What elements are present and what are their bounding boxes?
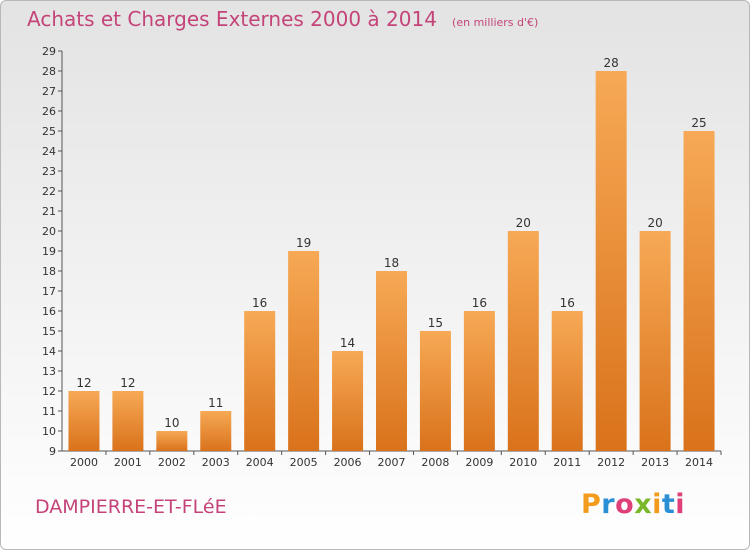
y-tick-label: 9 <box>49 445 56 458</box>
bar <box>551 311 583 451</box>
x-tick-label: 2013 <box>641 456 669 469</box>
x-tick-label: 2000 <box>70 456 98 469</box>
x-tick-label: 2012 <box>597 456 625 469</box>
data-label: 11 <box>208 396 223 410</box>
y-tick-label: 18 <box>42 265 56 278</box>
data-label: 20 <box>647 216 662 230</box>
bar <box>595 71 627 451</box>
data-label: 16 <box>252 296 267 310</box>
bar <box>156 431 188 451</box>
data-label: 19 <box>296 236 311 250</box>
bar <box>68 391 100 451</box>
bar <box>507 231 539 451</box>
labels: 2000 12 2001 12 2002 10 2003 11 2004 16 2005 19 2006… <box>70 56 713 469</box>
data-label: 12 <box>76 376 91 390</box>
bar <box>419 331 451 451</box>
data-label: 20 <box>516 216 531 230</box>
y-tick-label: 29 <box>42 45 56 58</box>
commune-name: DAMPIERRE-ET-FLéE <box>35 496 227 518</box>
y-tick-label: 27 <box>42 85 56 98</box>
y-tick-label: 19 <box>42 245 56 258</box>
data-label: 12 <box>120 376 135 390</box>
y-tick-label: 21 <box>42 205 56 218</box>
chart-title-row: Achats et Charges Externes 2000 à 2014 (… <box>27 7 538 31</box>
x-tick-label: 2014 <box>685 456 713 469</box>
x-tick-label: 2008 <box>421 456 449 469</box>
y-tick-label: 23 <box>42 165 56 178</box>
x-tick-label: 2003 <box>202 456 230 469</box>
x-tick-label: 2006 <box>334 456 362 469</box>
y-tick-label: 13 <box>42 365 56 378</box>
x-tick-label: 2010 <box>509 456 537 469</box>
data-label: 16 <box>472 296 487 310</box>
axes: 9 10 11 12 13 14 15 16 17 18 19 20 21 22 23 24 25 26 27 28 2… <box>42 45 722 458</box>
data-label: 14 <box>340 336 355 350</box>
data-label: 25 <box>691 116 706 130</box>
data-label: 15 <box>428 316 443 330</box>
y-tick-label: 20 <box>42 225 56 238</box>
bar <box>376 271 407 451</box>
logo-letter: i <box>652 489 662 520</box>
y-tick-label: 28 <box>42 65 56 78</box>
data-label: 16 <box>560 296 575 310</box>
y-tick-label: 10 <box>42 425 56 438</box>
logo-letter: r <box>601 489 616 520</box>
proxiti-logo[interactable]: Proxiti <box>581 489 685 520</box>
y-tick-label: 25 <box>42 125 56 138</box>
y-tick-label: 11 <box>42 405 56 418</box>
bar <box>332 351 364 451</box>
chart-title: Achats et Charges Externes 2000 à 2014 <box>27 7 437 31</box>
y-tick-label: 17 <box>42 285 56 298</box>
y-tick-label: 12 <box>42 385 56 398</box>
y-tick-label: 16 <box>42 305 56 318</box>
bar <box>200 411 232 451</box>
x-tick-label: 2007 <box>378 456 406 469</box>
y-tick-label: 24 <box>42 145 56 158</box>
bar <box>639 231 671 451</box>
x-tick-label: 2004 <box>246 456 274 469</box>
x-tick-label: 2011 <box>553 456 581 469</box>
chart-subtitle: (en milliers d'€) <box>452 16 539 29</box>
y-tick-label: 15 <box>42 325 56 338</box>
logo-letter: o <box>615 489 635 520</box>
logo-letter: P <box>581 489 602 520</box>
x-tick-label: 2005 <box>290 456 318 469</box>
bar <box>244 311 276 451</box>
bar <box>683 131 715 451</box>
bars <box>68 71 715 451</box>
x-tick-label: 2001 <box>114 456 142 469</box>
data-label: 28 <box>604 56 619 70</box>
data-label: 18 <box>384 256 399 270</box>
logo-letter: t <box>661 489 676 520</box>
logo-letter: i <box>675 489 686 520</box>
logo-letter: x <box>634 489 653 520</box>
y-tick-label: 26 <box>42 105 56 118</box>
bar <box>463 311 495 451</box>
x-tick-label: 2002 <box>158 456 186 469</box>
y-tick-label: 14 <box>42 345 56 358</box>
y-tick-label: 22 <box>42 185 56 198</box>
bar <box>112 391 144 451</box>
x-tick-label: 2009 <box>465 456 493 469</box>
data-label: 10 <box>164 416 179 430</box>
bar <box>288 251 320 451</box>
